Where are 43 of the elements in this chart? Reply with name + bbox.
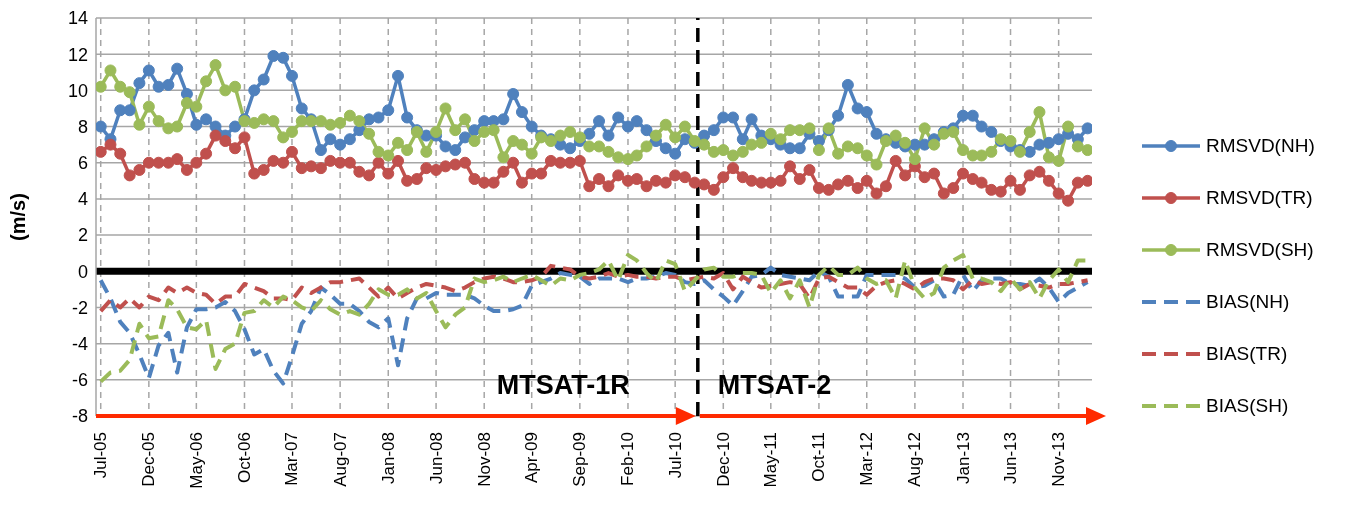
x-tick-label: Aug-12 <box>905 432 925 487</box>
x-tick-label: May-11 <box>761 432 781 488</box>
x-tick-label: Jul-05 <box>91 432 111 479</box>
x-tick-label: Mar-07 <box>282 432 302 486</box>
y-tick-label: 14 <box>67 8 88 29</box>
x-tick-label: Apr-09 <box>522 432 542 484</box>
x-tick-label: Jun-13 <box>1001 432 1021 484</box>
y-tick-label: -8 <box>71 406 88 427</box>
x-tick-label: Oct-11 <box>809 432 829 482</box>
x-tick-label: Jan-08 <box>378 432 398 484</box>
y-tick-label: -6 <box>71 370 88 391</box>
x-tick-label: Jul-10 <box>665 432 685 479</box>
line-series <box>98 263 1090 314</box>
y-tick-label: 2 <box>77 225 88 246</box>
x-tick-label: May-06 <box>186 432 206 489</box>
x-tick-label: Feb-10 <box>618 432 638 486</box>
x-tick-label: Sep-09 <box>570 432 590 487</box>
y-tick-label: 8 <box>77 116 88 137</box>
x-tick-label: Mar-12 <box>857 432 877 486</box>
annotation: MTSAT-2 <box>717 370 832 400</box>
y-tick-label: 0 <box>77 261 88 282</box>
annotation: MTSAT-1R <box>496 370 630 400</box>
x-tick-label: Nov-13 <box>1049 432 1069 487</box>
y-tick-label: -2 <box>71 297 88 318</box>
legend-label: RMSVD(TR) <box>1206 187 1313 209</box>
legend-label: RMSVD(SH) <box>1206 239 1314 261</box>
x-tick-label: Dec-05 <box>139 432 159 487</box>
legend-label: BIAS(TR) <box>1206 343 1288 365</box>
x-tick-label: Oct-06 <box>234 432 254 484</box>
legend-label: BIAS(SH) <box>1206 395 1289 417</box>
y-axis-title: (m/s) <box>7 193 30 241</box>
y-tick-label: 10 <box>67 80 88 101</box>
x-tick-label: Nov-08 <box>474 432 494 487</box>
y-tick-label: -4 <box>71 334 88 355</box>
legend-label: BIAS(NH) <box>1206 291 1290 313</box>
y-tick-label: 12 <box>67 44 88 65</box>
x-tick-label: Dec-10 <box>713 432 733 487</box>
x-tick-label: Aug-07 <box>330 432 350 487</box>
legend-label: RMSVD(NH) <box>1206 135 1315 157</box>
x-tick-label: Jan-13 <box>953 432 973 484</box>
y-tick-label: 6 <box>77 153 88 174</box>
y-tick-label: 4 <box>77 189 88 210</box>
x-tick-label: Jun-08 <box>426 432 446 484</box>
